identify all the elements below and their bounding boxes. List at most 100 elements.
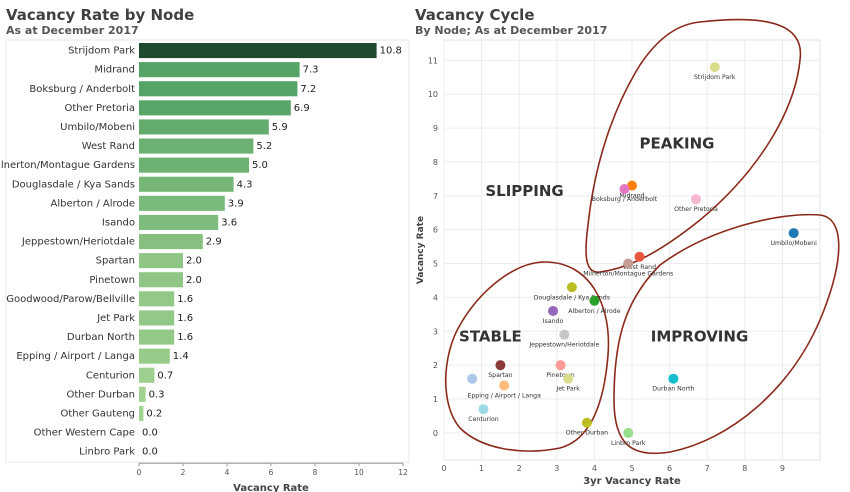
bar-value-label: 0.0 [142, 428, 158, 439]
bar [139, 43, 377, 59]
scatter-point-label: Umbilo/Mobeni [771, 240, 818, 247]
bar-category-label: Other Western Cape [34, 428, 135, 439]
bar-category-label: Alberton / Alrode [51, 198, 135, 209]
bar [139, 81, 298, 97]
scatter-point-label: Jeppestown/Heriotdale [528, 342, 599, 349]
bar [139, 119, 269, 135]
scatter-point-label: Jet Park [555, 386, 580, 393]
scatter-point [478, 404, 489, 415]
scatter-x-tick-label: 5 [629, 464, 634, 473]
stable-outline [445, 261, 610, 452]
scatter-point [690, 194, 701, 205]
scatter-point-label: Milnerton/Montague Gardens [583, 271, 673, 278]
bar-value-label: 0.7 [157, 370, 173, 381]
bar [139, 405, 144, 421]
bar-value-label: 0.3 [149, 389, 165, 400]
bar-category-label: Goodwood/Parow/Bellville [6, 294, 135, 305]
bar [139, 62, 300, 78]
scatter-point [589, 295, 600, 306]
bar-category-label: Isando [102, 217, 135, 228]
peaking-outline [585, 18, 802, 273]
scatter-point [623, 258, 634, 269]
scatter-point-label: Strijdom Park [694, 74, 736, 81]
bar-category-label: Spartan [96, 256, 135, 267]
scatter-y-tick-label: 7 [433, 192, 438, 201]
scatter-x-tick-label: 7 [705, 464, 710, 473]
bar-chart-subtitle: As at December 2017 [6, 24, 139, 37]
bar [139, 272, 183, 288]
quadrant-label: IMPROVING [651, 327, 748, 345]
bar-value-label: 1.6 [177, 313, 193, 324]
scatter-point [467, 373, 478, 384]
scatter-point-label: Durban North [652, 386, 694, 393]
bar [139, 329, 175, 345]
bar [139, 157, 249, 173]
bar-category-label: Other Gauteng [60, 408, 135, 419]
scatter-x-tick-label: 9 [780, 464, 785, 473]
bar-value-label: 10.8 [380, 46, 402, 57]
scatter-point [627, 180, 637, 191]
bar-category-label: Umbilo/Mobeni [60, 122, 135, 133]
bar [139, 253, 183, 269]
scatter-point [634, 251, 645, 262]
scatter-point [788, 228, 799, 239]
bar-value-label: 3.6 [221, 217, 237, 228]
scatter-point [559, 329, 570, 340]
scatter-y-axis-title: Vacancy Rate [416, 216, 426, 284]
bar-value-label: 2.9 [206, 237, 222, 248]
bar-x-tick-label: 8 [313, 468, 318, 477]
scatter-x-tick-label: 8 [742, 464, 747, 473]
scatter-x-tick-label: 1 [479, 464, 484, 473]
scatter-point [668, 373, 679, 384]
bar-x-tick-label: 6 [269, 468, 274, 477]
bar-value-label: 6.9 [294, 103, 310, 114]
scatter-point-label: Alberton / Alrode [568, 308, 620, 315]
bar-value-label: 1.6 [177, 294, 193, 305]
scatter-x-tick-label: 3 [554, 464, 559, 473]
scatter-point-label: Linbro Park [611, 440, 646, 447]
scatter-point [495, 360, 506, 371]
scatter-y-tick-label: 3 [433, 327, 438, 336]
scatter-y-tick-label: 5 [433, 260, 438, 269]
scatter-point [709, 62, 720, 73]
scatter-y-tick-label: 9 [433, 124, 438, 133]
bar-value-label: 2.0 [186, 275, 202, 286]
bar-category-label: Jeppestown/Heriotdale [21, 237, 135, 248]
scatter-y-tick-label: 8 [433, 158, 438, 167]
scatter-point [563, 373, 574, 384]
quadrant-label: SLIPPING [485, 182, 563, 200]
bar-category-label: Other Durban [66, 389, 135, 400]
bar-value-label: 0.2 [146, 408, 162, 419]
scatter-point-label: Isando [543, 318, 564, 325]
bar [139, 234, 203, 250]
scatter-chart-title: Vacancy Cycle [415, 6, 535, 24]
scatter-point-label: Epping / Airport / Langa [467, 392, 541, 399]
bar [139, 176, 234, 192]
scatter-point-label: Pinetown [546, 372, 574, 379]
scatter-point-label: Spartan [488, 372, 512, 379]
scatter-point-label: Boksburg / Anderbolt [592, 196, 658, 203]
bar [139, 214, 219, 230]
scatter-y-tick-label: 6 [433, 226, 438, 235]
bar [139, 386, 146, 402]
bar-value-label: 5.9 [272, 122, 288, 133]
scatter-point-label: Midrand [619, 193, 644, 200]
scatter-y-tick-label: 2 [433, 361, 438, 370]
bar-value-label: 0.0 [142, 447, 158, 458]
scatter-point-label: Douglasdale / Kya Sands [534, 294, 610, 301]
bar-x-tick-label: 2 [181, 468, 186, 477]
bar [139, 367, 155, 383]
scatter-point [555, 360, 566, 371]
bar-value-label: 1.6 [177, 332, 193, 343]
bar-value-label: 1.4 [173, 351, 189, 362]
bar-category-label: Midrand [94, 65, 135, 76]
bar-category-label: Douglasdale / Kya Sands [12, 179, 135, 190]
scatter-point-label: Centurion [468, 416, 498, 423]
scatter-point-label: West Rand [623, 264, 656, 271]
bar-value-label: 5.2 [256, 141, 272, 152]
bar-value-label: 7.2 [300, 84, 316, 95]
bar-value-label: 5.0 [252, 160, 268, 171]
scatter-x-tick-label: 4 [592, 464, 597, 473]
bar-category-label: Pinetown [89, 275, 135, 286]
